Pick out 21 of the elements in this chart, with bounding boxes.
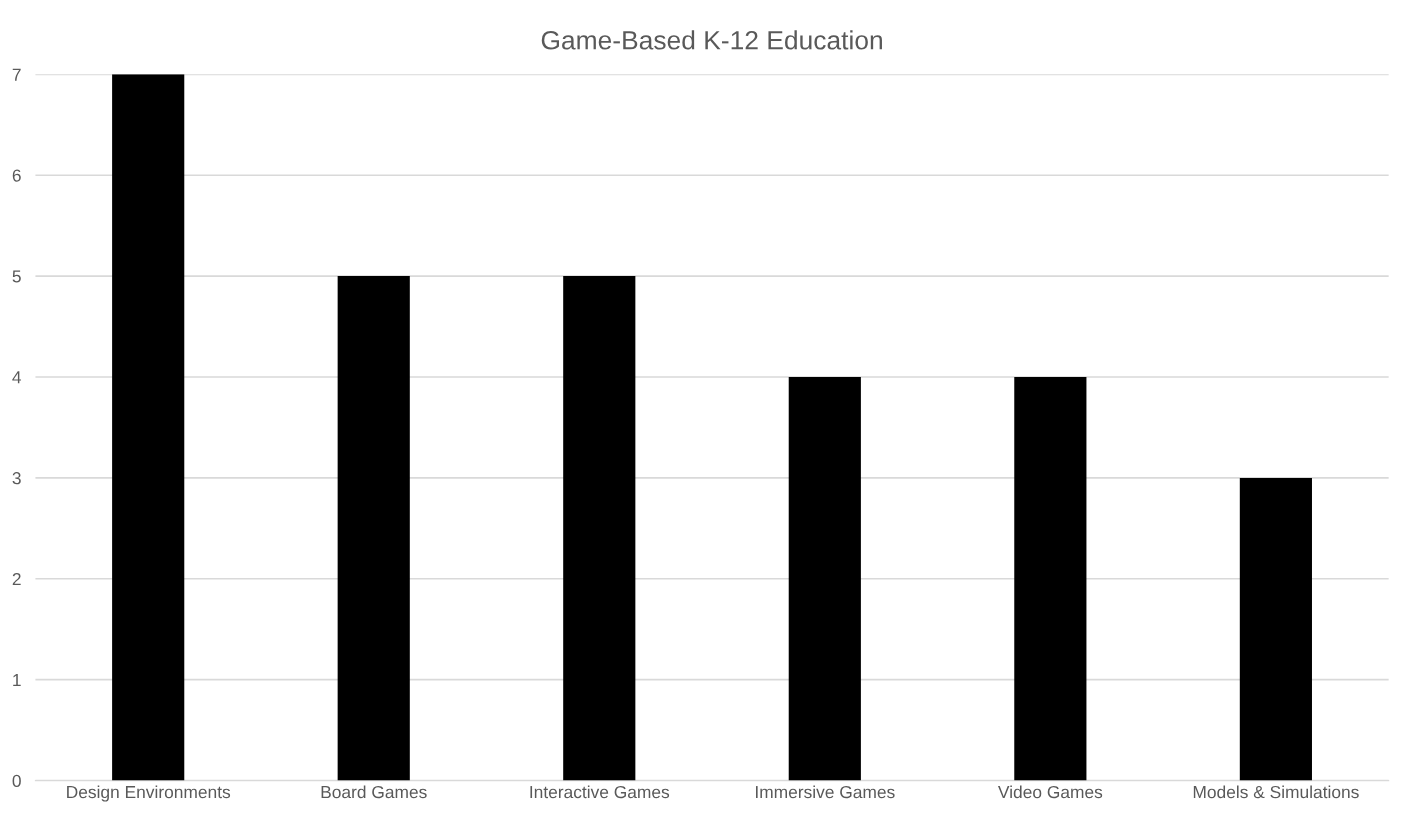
y-tick-label: 1 [13,674,21,686]
chart-title: Game-Based K-12 Education [541,30,882,50]
y-tick-label: 6 [12,169,21,182]
bar [337,276,410,781]
x-tick-label: Video Games [997,785,1103,799]
x-tick-label: Immersive Games [756,785,895,799]
y-tick-label: 3 [12,472,21,485]
y-tick-label: 7 [12,68,21,81]
bar [112,74,185,781]
x-tick-label: Interactive Games [530,785,670,799]
x-tick-label: Models & Simulations [1193,785,1359,799]
bar [788,377,861,781]
y-tick-label: 0 [12,774,21,788]
y-tick-label: 2 [12,572,21,586]
bar [563,276,636,781]
x-tick-label: Design Environments [67,785,231,802]
bar [1014,377,1087,781]
y-tick-label: 4 [12,371,22,384]
y-tick-label: 5 [12,270,21,283]
bar [1239,477,1312,781]
x-tick-label: Board Games [321,785,427,799]
